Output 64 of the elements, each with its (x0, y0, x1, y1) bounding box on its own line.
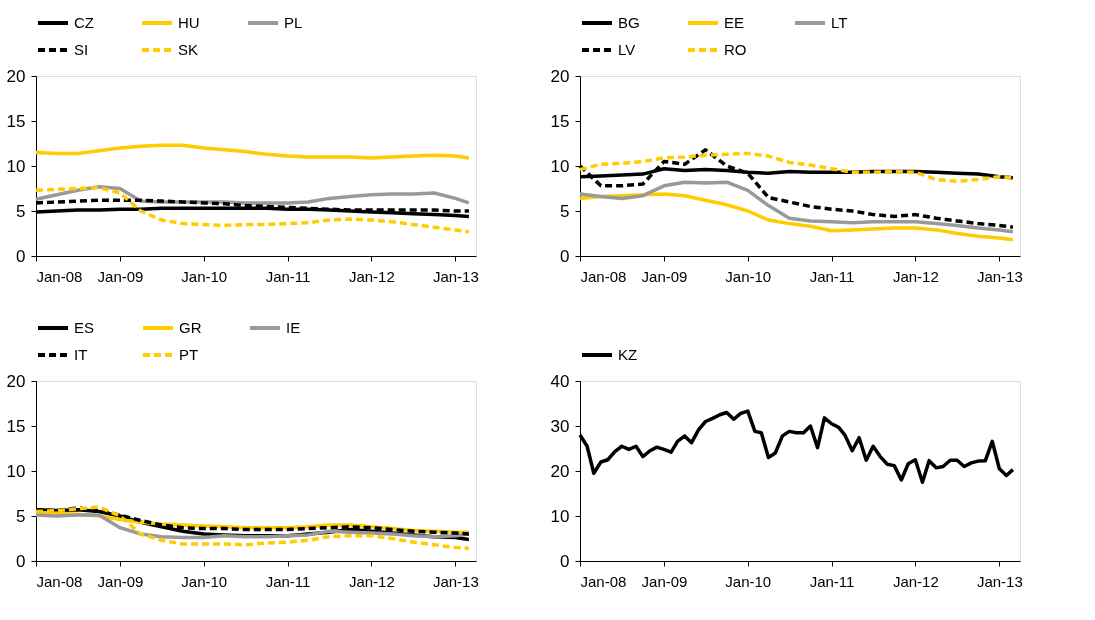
line-series (34, 185, 471, 234)
y-tick-label: 5 (560, 201, 570, 221)
line-series (34, 143, 471, 160)
x-tick-label: Jan-10 (181, 572, 228, 590)
x-tick-label: Jan-10 (725, 572, 772, 590)
legend-label: LV (618, 41, 636, 58)
y-tick-label: 30 (550, 416, 570, 436)
x-tick-label: Jan-08 (36, 267, 83, 285)
y-tick-label: 0 (560, 551, 570, 571)
x-tick-label: Jan-13 (976, 267, 1023, 285)
y-tick-label: 0 (16, 246, 26, 266)
x-tick-label: Jan-11 (265, 572, 311, 590)
y-tick-label: 20 (6, 66, 26, 86)
legend-label: PT (179, 346, 199, 363)
legend-label: CZ (74, 14, 94, 31)
y-tick-label: 5 (16, 506, 26, 526)
y-tick-label: 15 (6, 416, 26, 436)
y-tick-label: 10 (550, 506, 570, 526)
y-tick-label: 5 (16, 201, 26, 221)
y-tick-label: 15 (550, 111, 570, 131)
legend-label: PL (284, 14, 303, 31)
x-tick-label: Jan-10 (725, 267, 772, 285)
y-tick-label: 0 (560, 246, 570, 266)
legend-label: IT (74, 346, 88, 363)
y-tick-label: 0 (16, 551, 26, 571)
legend-label: GR (179, 319, 202, 336)
x-tick-label: Jan-10 (181, 267, 228, 285)
y-tick-label: 10 (6, 156, 26, 176)
x-tick-label: Jan-12 (348, 267, 395, 285)
x-tick-label: Jan-09 (97, 267, 144, 285)
legend-label: HU (178, 14, 200, 31)
legend-label: KZ (618, 346, 638, 363)
line-series (578, 180, 1015, 234)
y-tick-label: 10 (550, 156, 570, 176)
legend-label: ES (74, 319, 95, 336)
line-series (578, 192, 1015, 242)
y-tick-label: 15 (6, 111, 26, 131)
x-tick-label: Jan-09 (641, 572, 688, 590)
x-tick-label: Jan-11 (265, 267, 311, 285)
legend-label: SK (178, 41, 199, 58)
y-tick-label: 20 (550, 66, 570, 86)
x-tick-label: Jan-13 (976, 572, 1023, 590)
y-tick-label: 10 (6, 461, 26, 481)
x-tick-label: Jan-11 (809, 267, 855, 285)
x-tick-label: Jan-08 (580, 267, 627, 285)
legend-label: RO (724, 41, 747, 58)
y-tick-label: 40 (550, 371, 570, 391)
y-tick-label: 20 (550, 461, 570, 481)
x-tick-label: Jan-08 (580, 572, 627, 590)
x-tick-label: Jan-09 (641, 267, 688, 285)
y-tick-label: 20 (6, 371, 26, 391)
x-tick-label: Jan-08 (36, 572, 83, 590)
x-tick-label: Jan-11 (809, 572, 855, 590)
legend-label: EE (724, 14, 745, 31)
legend-label: BG (618, 14, 640, 31)
x-tick-label: Jan-12 (892, 267, 939, 285)
x-tick-label: Jan-13 (432, 267, 479, 285)
x-tick-label: Jan-13 (432, 572, 479, 590)
x-tick-label: Jan-09 (97, 572, 144, 590)
x-tick-label: Jan-12 (892, 572, 939, 590)
legend-label: IE (286, 319, 301, 336)
legend-label: SI (74, 41, 89, 58)
legend-label: LT (831, 14, 848, 31)
x-tick-label: Jan-12 (348, 572, 395, 590)
